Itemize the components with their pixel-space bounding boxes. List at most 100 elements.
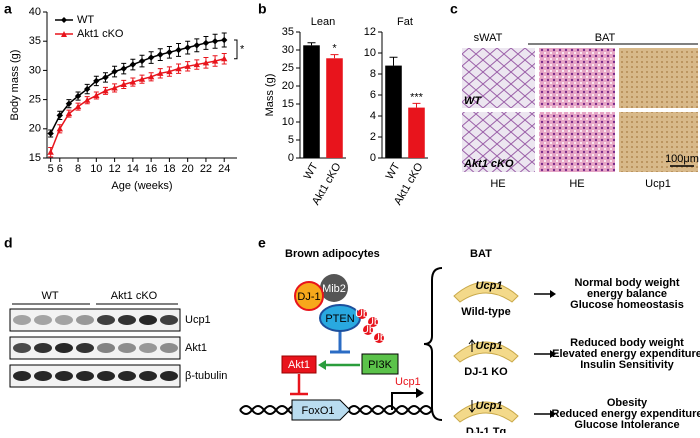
x-tick-label: 18: [163, 163, 175, 175]
y-tick-label: 10: [282, 116, 294, 128]
data-point: [47, 149, 53, 155]
legend-label: Akt1 cKO: [77, 28, 124, 40]
scale-bar-label: 100μm: [665, 153, 699, 165]
state-label: DJ-1 KO: [464, 366, 508, 378]
y-tick-label: 5: [288, 134, 294, 146]
error-bar: [308, 43, 316, 46]
outcome-text: Insulin Sensitivity: [580, 359, 674, 371]
blot-band: [13, 343, 31, 353]
panel-label: b: [258, 1, 267, 17]
data-point: [221, 37, 227, 43]
arrow-head: [416, 388, 424, 398]
y-tick-label: 10: [364, 47, 376, 59]
data-point: [130, 61, 136, 67]
outcome-text: Glucose Intolerance: [574, 419, 679, 431]
error-bar: [331, 55, 339, 59]
stain-label: Ucp1: [645, 178, 671, 190]
blot-band: [13, 315, 31, 325]
y-tick-label: 2: [370, 131, 376, 143]
bar: [385, 66, 402, 158]
significance-bracket: [234, 40, 237, 59]
y-tick-label: 20: [29, 123, 41, 135]
blot-band: [97, 371, 115, 381]
histology: sWAT BAT WT Akt1 cKO 100μm HE HE Ucp1: [462, 32, 699, 190]
blot-band: [34, 343, 52, 353]
blot-band: [97, 315, 115, 325]
data-point: [47, 130, 53, 136]
bar: [303, 45, 320, 158]
legend-marker: [61, 17, 67, 23]
y-tick-label: 35: [282, 26, 294, 38]
diagram-title: Brown adipocytes: [285, 248, 380, 260]
data-point: [194, 42, 200, 48]
bar: [326, 58, 343, 158]
data-point: [121, 65, 127, 71]
group-label: WT: [41, 290, 58, 302]
x-tick-label: WT: [384, 161, 403, 182]
x-tick-label: 8: [75, 163, 81, 175]
arrow-head: [550, 290, 556, 298]
state-label: Wild-type: [461, 306, 510, 318]
blot-band: [118, 343, 136, 353]
data-point: [212, 38, 218, 44]
y-tick-label: 0: [288, 152, 294, 164]
error-bar: [390, 57, 398, 65]
data-point: [148, 54, 154, 60]
column-label: sWAT: [474, 32, 503, 44]
bar: [408, 108, 425, 158]
western-blot: WT Akt1 cKO Ucp1 Akt1 β-tubulin: [10, 290, 227, 387]
blot-band: [13, 371, 31, 381]
ucp1-label: Ucp1: [395, 376, 421, 388]
band-label: Akt1: [185, 342, 207, 354]
y-tick-label: 35: [29, 35, 41, 47]
blot-band: [76, 315, 94, 325]
data-point: [166, 49, 172, 55]
series-line: [51, 40, 225, 133]
x-tick-label: 20: [182, 163, 194, 175]
blot-band: [139, 343, 157, 353]
y-axis-label: Mass (g): [264, 74, 276, 117]
x-tick-label: 14: [127, 163, 139, 175]
x-tick-label: 16: [145, 163, 157, 175]
state-label: DJ-1 Tg: [466, 426, 506, 433]
x-tick-label: 10: [90, 163, 102, 175]
blot-band: [55, 315, 73, 325]
x-tick-label: WT: [302, 161, 321, 182]
y-tick-label: 8: [370, 68, 376, 80]
blot-band: [97, 343, 115, 353]
gene-label: Ucp1: [476, 340, 503, 352]
column-label: BAT: [595, 32, 616, 44]
gene-label: Ucp1: [476, 400, 503, 412]
pi3k-label: PI3K: [368, 359, 393, 371]
stain-label: HE: [490, 178, 505, 190]
y-tick-label: 15: [282, 98, 294, 110]
chart-title: Lean: [311, 16, 335, 28]
x-tick-label: 5: [48, 163, 54, 175]
blot-band: [139, 371, 157, 381]
group-label: Akt1 cKO: [111, 290, 158, 302]
significance-label: *: [240, 43, 245, 55]
y-tick-label: 12: [364, 26, 376, 38]
blot-band: [160, 371, 178, 381]
y-tick-label: 25: [29, 94, 41, 106]
axis: [47, 12, 237, 158]
stain-label: HE: [569, 178, 584, 190]
y-tick-label: 20: [282, 80, 294, 92]
data-point: [157, 51, 163, 57]
y-tick-label: 6: [370, 89, 376, 101]
legend-label: WT: [77, 14, 94, 26]
band-label: Ucp1: [185, 314, 211, 326]
blot-band: [55, 371, 73, 381]
gene-label: Ucp1: [476, 280, 503, 292]
data-point: [203, 40, 209, 46]
blot-band: [34, 371, 52, 381]
error-bar: [413, 103, 421, 107]
band-label: β-tubulin: [185, 370, 227, 382]
arrow-head: [318, 360, 326, 370]
x-axis-label: Age (weeks): [111, 180, 172, 192]
significance-label: *: [332, 43, 337, 55]
blot-band: [160, 315, 178, 325]
y-tick-label: 15: [29, 152, 41, 164]
foxo1-label: FoxO1: [301, 405, 334, 417]
